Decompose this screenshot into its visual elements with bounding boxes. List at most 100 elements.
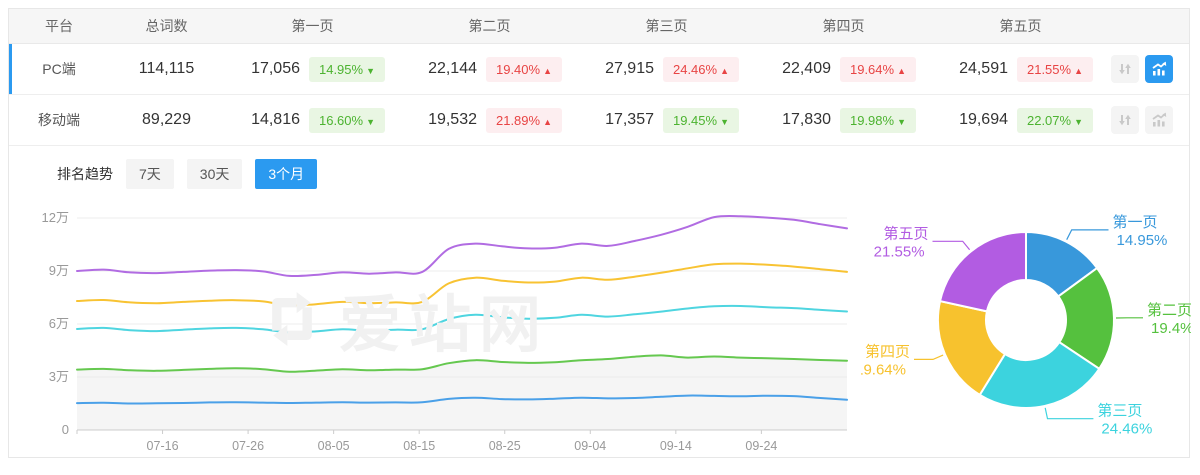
sort-button[interactable] bbox=[1111, 55, 1139, 83]
total-words-value: 114,115 bbox=[109, 60, 224, 78]
arrow-up-icon: ▲ bbox=[720, 66, 729, 76]
arrow-up-icon: ▲ bbox=[1074, 66, 1083, 76]
donut-label-name: 第五页 bbox=[884, 224, 929, 242]
x-axis-label: 09-24 bbox=[745, 439, 777, 453]
page-count: 22,409 bbox=[782, 60, 831, 78]
platform-name: 移动端 bbox=[9, 110, 109, 130]
x-axis-label: 07-16 bbox=[147, 439, 179, 453]
page-3-cell: 27,915 24.46%▲ bbox=[578, 44, 755, 94]
y-axis-label: 0 bbox=[62, 422, 69, 437]
page-count: 22,144 bbox=[428, 60, 477, 78]
arrow-down-icon: ▼ bbox=[366, 66, 375, 76]
sort-button[interactable] bbox=[1111, 106, 1139, 134]
row-actions bbox=[1109, 44, 1194, 94]
trend-chart-button[interactable] bbox=[1145, 106, 1173, 134]
label-connector bbox=[914, 355, 943, 359]
arrow-down-icon: ▼ bbox=[1074, 117, 1083, 127]
page-share-donut-chart: 第一页14.95%第二页19.4%第三页24.46%第四页19.64%第五页21… bbox=[861, 198, 1191, 470]
x-axis-label: 09-14 bbox=[660, 439, 692, 453]
rank-table-header: 平台总词数第一页第二页第三页第四页第五页 bbox=[9, 9, 1189, 44]
change-badge: 19.64%▲ bbox=[840, 57, 916, 82]
arrow-down-icon: ▼ bbox=[897, 117, 906, 127]
x-axis-label: 08-25 bbox=[489, 439, 521, 453]
change-badge: 21.55%▲ bbox=[1017, 57, 1093, 82]
tab-30-days[interactable]: 30天 bbox=[187, 159, 243, 189]
tab-7-days[interactable]: 7天 bbox=[126, 159, 174, 189]
trend-chart-button[interactable] bbox=[1145, 55, 1173, 83]
page-4-cell: 22,409 19.64%▲ bbox=[755, 44, 932, 94]
page-3-cell: 17,357 19.45%▼ bbox=[578, 95, 755, 145]
change-badge: 19.98%▼ bbox=[840, 108, 916, 133]
column-header-6: 第五页 bbox=[932, 16, 1109, 36]
page-2-cell: 19,532 21.89%▲ bbox=[401, 95, 578, 145]
label-connector bbox=[933, 241, 970, 250]
page-count: 17,357 bbox=[605, 111, 654, 129]
column-header-0: 平台 bbox=[9, 16, 109, 36]
bar-chart-icon bbox=[1150, 60, 1168, 78]
platform-name: PC端 bbox=[9, 59, 109, 79]
line-chart-svg: 0 3万 6万 9万 12万 07-16 07-26 08-05 08-15 08-25 09-04… bbox=[9, 198, 861, 470]
page-2-cell: 22,144 19.40%▲ bbox=[401, 44, 578, 94]
donut-label-name: 第三页 bbox=[1097, 402, 1142, 420]
donut-label-name: 第二页 bbox=[1147, 301, 1191, 319]
change-badge: 22.07%▼ bbox=[1017, 108, 1093, 133]
y-axis-label: 3万 bbox=[49, 369, 69, 384]
series-cyan-line bbox=[77, 306, 847, 333]
page-count: 14,816 bbox=[251, 111, 300, 129]
page-count: 24,591 bbox=[959, 60, 1008, 78]
series-purple-line bbox=[77, 216, 847, 276]
page-count: 19,532 bbox=[428, 111, 477, 129]
change-badge: 24.46%▲ bbox=[663, 57, 739, 82]
sort-arrows-icon bbox=[1117, 61, 1133, 77]
x-axis-label: 07-26 bbox=[232, 439, 264, 453]
donut-label-percent: 19.64% bbox=[861, 361, 906, 378]
donut-chart-svg: 第一页14.95%第二页19.4%第三页24.46%第四页19.64%第五页21… bbox=[861, 198, 1191, 470]
change-badge: 21.89%▲ bbox=[486, 108, 562, 133]
page-count: 17,056 bbox=[251, 60, 300, 78]
arrow-up-icon: ▲ bbox=[897, 66, 906, 76]
donut-slice-第五页 bbox=[940, 232, 1026, 311]
arrow-up-icon: ▲ bbox=[543, 66, 552, 76]
donut-label-percent: 19.4% bbox=[1151, 320, 1191, 337]
column-header-2: 第一页 bbox=[224, 16, 401, 36]
donut-label-percent: 24.46% bbox=[1101, 421, 1152, 438]
tab-3-months[interactable]: 3个月 bbox=[255, 159, 317, 189]
page-count: 27,915 bbox=[605, 60, 654, 78]
page-5-cell: 24,591 21.55%▲ bbox=[932, 44, 1109, 94]
x-axis-label: 09-04 bbox=[574, 439, 606, 453]
trend-title: 排名趋势 bbox=[57, 164, 113, 184]
y-axis-label: 12万 bbox=[42, 210, 69, 225]
x-axis-label: 08-05 bbox=[318, 439, 350, 453]
arrow-down-icon: ▼ bbox=[720, 117, 729, 127]
area-fill bbox=[77, 355, 847, 430]
sort-arrows-icon bbox=[1117, 112, 1133, 128]
page-count: 17,830 bbox=[782, 111, 831, 129]
x-axis-label: 08-15 bbox=[403, 439, 435, 453]
column-header-1: 总词数 bbox=[109, 16, 224, 36]
donut-label-name: 第四页 bbox=[865, 342, 910, 360]
arrow-up-icon: ▲ bbox=[543, 117, 552, 127]
y-axis-label: 9万 bbox=[49, 263, 69, 278]
column-header-4: 第三页 bbox=[578, 16, 755, 36]
donut-label-percent: 14.95% bbox=[1117, 232, 1168, 249]
y-axis-label: 6万 bbox=[49, 316, 69, 331]
arrow-down-icon: ▼ bbox=[366, 117, 375, 127]
change-badge: 19.45%▼ bbox=[663, 108, 739, 133]
change-badge: 19.40%▲ bbox=[486, 57, 562, 82]
total-words-value: 89,229 bbox=[109, 111, 224, 129]
trend-header: 排名趋势 7天 30天 3个月 bbox=[9, 146, 1189, 198]
series-yellow-line bbox=[77, 264, 847, 306]
column-header-3: 第二页 bbox=[401, 16, 578, 36]
page-count: 19,694 bbox=[959, 111, 1008, 129]
column-header-5: 第四页 bbox=[755, 16, 932, 36]
donut-label-percent: 21.55% bbox=[874, 243, 925, 260]
page-4-cell: 17,830 19.98%▼ bbox=[755, 95, 932, 145]
row-actions bbox=[1109, 95, 1194, 145]
